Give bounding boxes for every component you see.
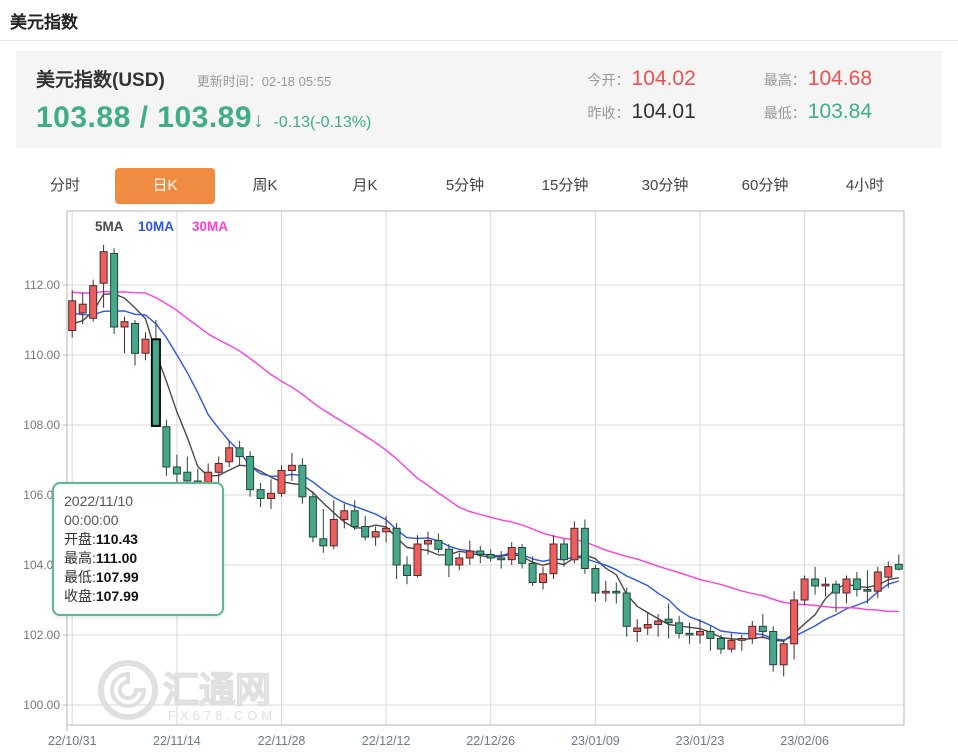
watermark-logo: 汇通网 FX678.COM: [98, 660, 276, 723]
svg-text:22/10/31: 22/10/31: [48, 734, 97, 748]
svg-text:22/12/26: 22/12/26: [466, 734, 515, 748]
stat-prev-close: 昨收： 104.01: [587, 100, 696, 123]
title-divider: [0, 40, 958, 41]
svg-text:104.00: 104.00: [23, 558, 60, 572]
tab-15分钟[interactable]: 15分钟: [541, 177, 589, 194]
tooltip-time: 00:00:00: [64, 512, 119, 528]
svg-text:108.00: 108.00: [23, 418, 60, 432]
tab-4小时[interactable]: 4小时: [845, 177, 885, 194]
candles: [68, 244, 903, 677]
quote-panel: 美元指数(USD) 更新时间：02-18 05:55 103.88 / 103.…: [16, 51, 942, 148]
price-change: -0.13(-0.13%): [273, 114, 372, 131]
stat-high: 最高： 104.68: [763, 67, 872, 90]
svg-text:30MA: 30MA: [192, 219, 228, 234]
svg-text:23/01/23: 23/01/23: [676, 734, 725, 748]
svg-text:10MA: 10MA: [138, 219, 174, 234]
tab-5分钟[interactable]: 5分钟: [445, 177, 485, 194]
stat-open: 今开： 104.02: [587, 67, 696, 90]
svg-text:FX678.COM: FX678.COM: [168, 708, 276, 723]
tooltip-date: 2022/11/10: [64, 493, 134, 509]
quote-stats: 今开： 104.02 最高： 104.68 昨收： 104.01 最低： 103…: [588, 67, 872, 124]
chart-canvas[interactable]: 112.00 110.00 108.00 106.00 104.00 102.00 100.…: [0, 204, 958, 753]
svg-text:112.00: 112.00: [24, 278, 60, 292]
svg-text:22/11/14: 22/11/14: [153, 734, 201, 748]
update-time: 更新时间：02-18 05:55: [196, 74, 332, 89]
ma-legend: 5MA 10MA 30MA: [95, 219, 228, 234]
svg-text:102.00: 102.00: [23, 628, 60, 642]
tooltip-high: 最高:111.00: [64, 550, 138, 566]
interval-tabs: 分时 日K 周K 月K 5分钟 15分钟 30分钟 60分钟 4小时: [15, 168, 942, 204]
instrument-name: 美元指数(USD): [36, 70, 165, 91]
tab-日K[interactable]: 日K: [115, 168, 215, 204]
page-title: 美元指数: [10, 13, 78, 32]
tab-分时[interactable]: 分时: [49, 177, 80, 194]
tab-30分钟[interactable]: 30分钟: [641, 177, 689, 194]
svg-text:22/12/12: 22/12/12: [362, 734, 411, 748]
svg-text:23/01/09: 23/01/09: [571, 734, 620, 748]
stat-low: 最低： 103.84: [763, 100, 872, 123]
tooltip-close: 收盘:107.99: [64, 588, 139, 604]
svg-text:22/11/28: 22/11/28: [258, 734, 306, 748]
candle-tooltip: 2022/11/10 00:00:00 开盘:110.43 最高:111.00 …: [52, 482, 224, 616]
svg-text:汇通网: 汇通网: [163, 669, 271, 710]
candlestick-chart[interactable]: 112.00 110.00 108.00 106.00 104.00 102.00 100.…: [0, 204, 958, 753]
svg-text:110.00: 110.00: [24, 348, 60, 362]
svg-text:5MA: 5MA: [95, 219, 124, 234]
tab-月K[interactable]: 月K: [352, 177, 378, 194]
tooltip-open: 开盘:110.43: [64, 531, 138, 547]
tooltip-low: 最低:107.99: [64, 569, 139, 585]
price-down-arrow-icon: ↓: [253, 109, 264, 132]
current-price: 103.88 / 103.89: [36, 101, 253, 134]
svg-text:100.00: 100.00: [23, 698, 60, 712]
plot-border: [66, 210, 905, 726]
highlighted-candle: [150, 338, 161, 427]
x-axis: 22/10/31 22/11/14 22/11/28 22/12/12 22/12/26…: [48, 211, 829, 748]
svg-text:23/02/06: 23/02/06: [780, 734, 829, 748]
tab-60分钟[interactable]: 60分钟: [741, 177, 789, 194]
svg-text:106.00: 106.00: [23, 488, 60, 502]
tab-周K[interactable]: 周K: [252, 177, 278, 194]
